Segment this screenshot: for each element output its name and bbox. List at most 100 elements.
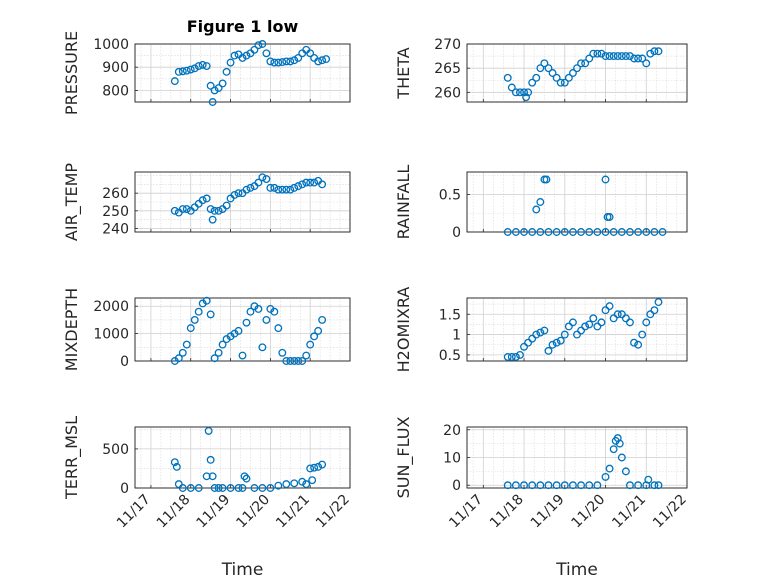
data-point (208, 215, 217, 224)
data-point (226, 484, 235, 492)
data-point (654, 298, 663, 307)
data-point (214, 484, 223, 492)
y-tick-label: 260 (102, 186, 129, 202)
data-point (290, 183, 299, 192)
y-tick-label: 270 (434, 37, 461, 53)
data-point (258, 173, 267, 182)
y-tick-label: 260 (434, 85, 461, 101)
data-point (262, 315, 271, 324)
axes-frame (134, 426, 351, 489)
y-axis-label: AIR_TEMP (62, 163, 82, 241)
data-point (528, 334, 537, 343)
data-point (536, 198, 545, 206)
data-point (254, 41, 263, 50)
y-axis-label: PRESSURE (62, 31, 81, 115)
data-point (242, 318, 251, 327)
data-point (593, 228, 602, 236)
data-point (222, 67, 231, 76)
data-point (642, 318, 651, 327)
y-tick-label: 0 (120, 354, 129, 370)
data-point (630, 338, 638, 347)
data-point (524, 338, 533, 347)
y-tick-label: 2000 (93, 299, 129, 315)
x-tick-label: 11/22 (650, 492, 690, 532)
data-point (238, 484, 247, 492)
y-tick-label: 500 (102, 442, 129, 458)
y-tick-label: 0.5 (439, 188, 461, 204)
data-point (589, 314, 598, 323)
data-point (250, 484, 259, 492)
data-point (286, 357, 295, 365)
data-point (568, 228, 577, 236)
data-point (178, 348, 187, 357)
x-tick-label: 11/21 (273, 492, 313, 532)
data-point (568, 481, 577, 490)
data-point (270, 183, 279, 192)
data-point (210, 86, 219, 95)
data-point (308, 476, 317, 485)
x-tick-label: 11/19 (528, 492, 568, 532)
data-point (609, 52, 618, 61)
x-tick-label: 11/20 (233, 492, 273, 532)
data-point (294, 53, 303, 62)
x-tick-label: 11/18 (487, 492, 527, 532)
data-point (198, 60, 207, 69)
data-point (597, 318, 606, 327)
data-point (503, 228, 512, 236)
data-point (274, 481, 283, 490)
data-point (210, 484, 219, 492)
data-point (290, 357, 299, 365)
data-point (503, 481, 512, 490)
data-point (318, 56, 327, 65)
data-point (605, 302, 614, 311)
data-point (548, 69, 557, 77)
y-axis-label: SUN_FLUX (394, 417, 414, 499)
data-point (516, 350, 524, 359)
data-point (626, 318, 634, 327)
data-point (626, 481, 634, 490)
data-point (206, 205, 215, 214)
data-point (642, 228, 651, 236)
axes-frame (134, 297, 351, 362)
subplot-terr_msl: 0 500 11/17 11/18 11/19 11/20 11/21 11/22 TERR_M… (62, 416, 353, 580)
data-point (294, 357, 303, 365)
x-tick-label: 11/22 (313, 492, 353, 532)
data-point (638, 330, 647, 339)
data-point (286, 57, 295, 66)
x-tick-label: 11/17 (114, 492, 154, 532)
data-point (552, 228, 561, 236)
data-point (609, 445, 618, 454)
data-point (318, 315, 327, 324)
data-point (532, 73, 541, 82)
data-point (186, 324, 195, 333)
data-point (601, 175, 610, 184)
subplot-rainfall: 0 0.5 RAINFALL (394, 165, 688, 241)
data-point (278, 348, 287, 357)
data-point (314, 57, 323, 66)
data-point (310, 463, 319, 472)
data-point (540, 326, 549, 335)
data-point (642, 59, 651, 68)
axes-frame (134, 171, 351, 233)
x-axis-label: Time (221, 560, 264, 580)
data-point (544, 64, 553, 73)
y-tick-label: 0 (452, 478, 461, 494)
y-tick-label: 20 (443, 423, 461, 439)
chart-title: Figure 1 low (187, 17, 299, 36)
data-point (532, 330, 541, 339)
data-point (182, 340, 191, 349)
y-tick-label: 250 (102, 204, 129, 220)
y-axis-label: H2OMIXRA (394, 287, 413, 373)
data-point (609, 228, 618, 236)
data-point (214, 348, 223, 357)
subplot-pressure: 800 900 1000 PRESSURE Figure 1 low (62, 17, 351, 115)
data-point (170, 458, 179, 467)
data-point (511, 228, 520, 236)
x-tick-label: 11/19 (194, 492, 234, 532)
y-tick-label: 1 (452, 328, 461, 344)
data-point (214, 206, 223, 215)
subplot-h2omixra: 0.5 1 1.5 H2OMIXRA (394, 287, 688, 373)
data-point (560, 330, 569, 339)
data-point (278, 58, 287, 67)
